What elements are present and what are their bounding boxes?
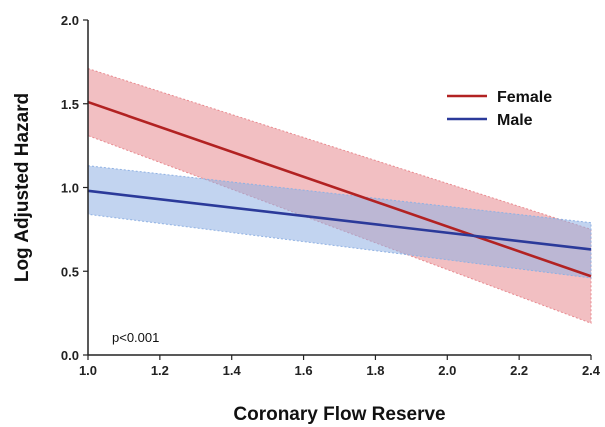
x-tick-label: 1.6 bbox=[295, 363, 313, 378]
legend-label-male: Male bbox=[497, 112, 533, 129]
y-tick-label: 1.0 bbox=[61, 181, 79, 196]
x-tick-label: 1.2 bbox=[151, 363, 169, 378]
legend-label-female: Female bbox=[497, 89, 552, 106]
ticks: 1.0 1.2 1.4 1.6 1.8 2.0 2.2 2.4 0.0 0.5 1.0 1.5 2.0 bbox=[61, 13, 601, 378]
y-tick-label: 0.5 bbox=[61, 264, 79, 279]
x-tick-label: 1.8 bbox=[366, 363, 384, 378]
x-tick-label: 2.0 bbox=[438, 363, 456, 378]
y-tick-label: 0.0 bbox=[61, 348, 79, 363]
confidence-bands bbox=[87, 67, 592, 324]
series-lines bbox=[87, 100, 592, 278]
legend: Female Male bbox=[447, 89, 552, 129]
y-tick-label: 2.0 bbox=[61, 13, 79, 28]
x-tick-label: 1.4 bbox=[223, 363, 242, 378]
x-tick-label: 2.2 bbox=[510, 363, 528, 378]
x-axis-title: Coronary Flow Reserve bbox=[233, 404, 445, 425]
x-tick-label: 1.0 bbox=[79, 363, 97, 378]
y-axis-title: Log Adjusted Hazard bbox=[12, 93, 33, 282]
series-line-male bbox=[87, 189, 592, 251]
y-tick-label: 1.5 bbox=[61, 97, 79, 112]
p-value-annotation: p<0.001 bbox=[112, 330, 159, 345]
series-line-female bbox=[87, 100, 592, 278]
x-tick-label: 2.4 bbox=[582, 363, 601, 378]
